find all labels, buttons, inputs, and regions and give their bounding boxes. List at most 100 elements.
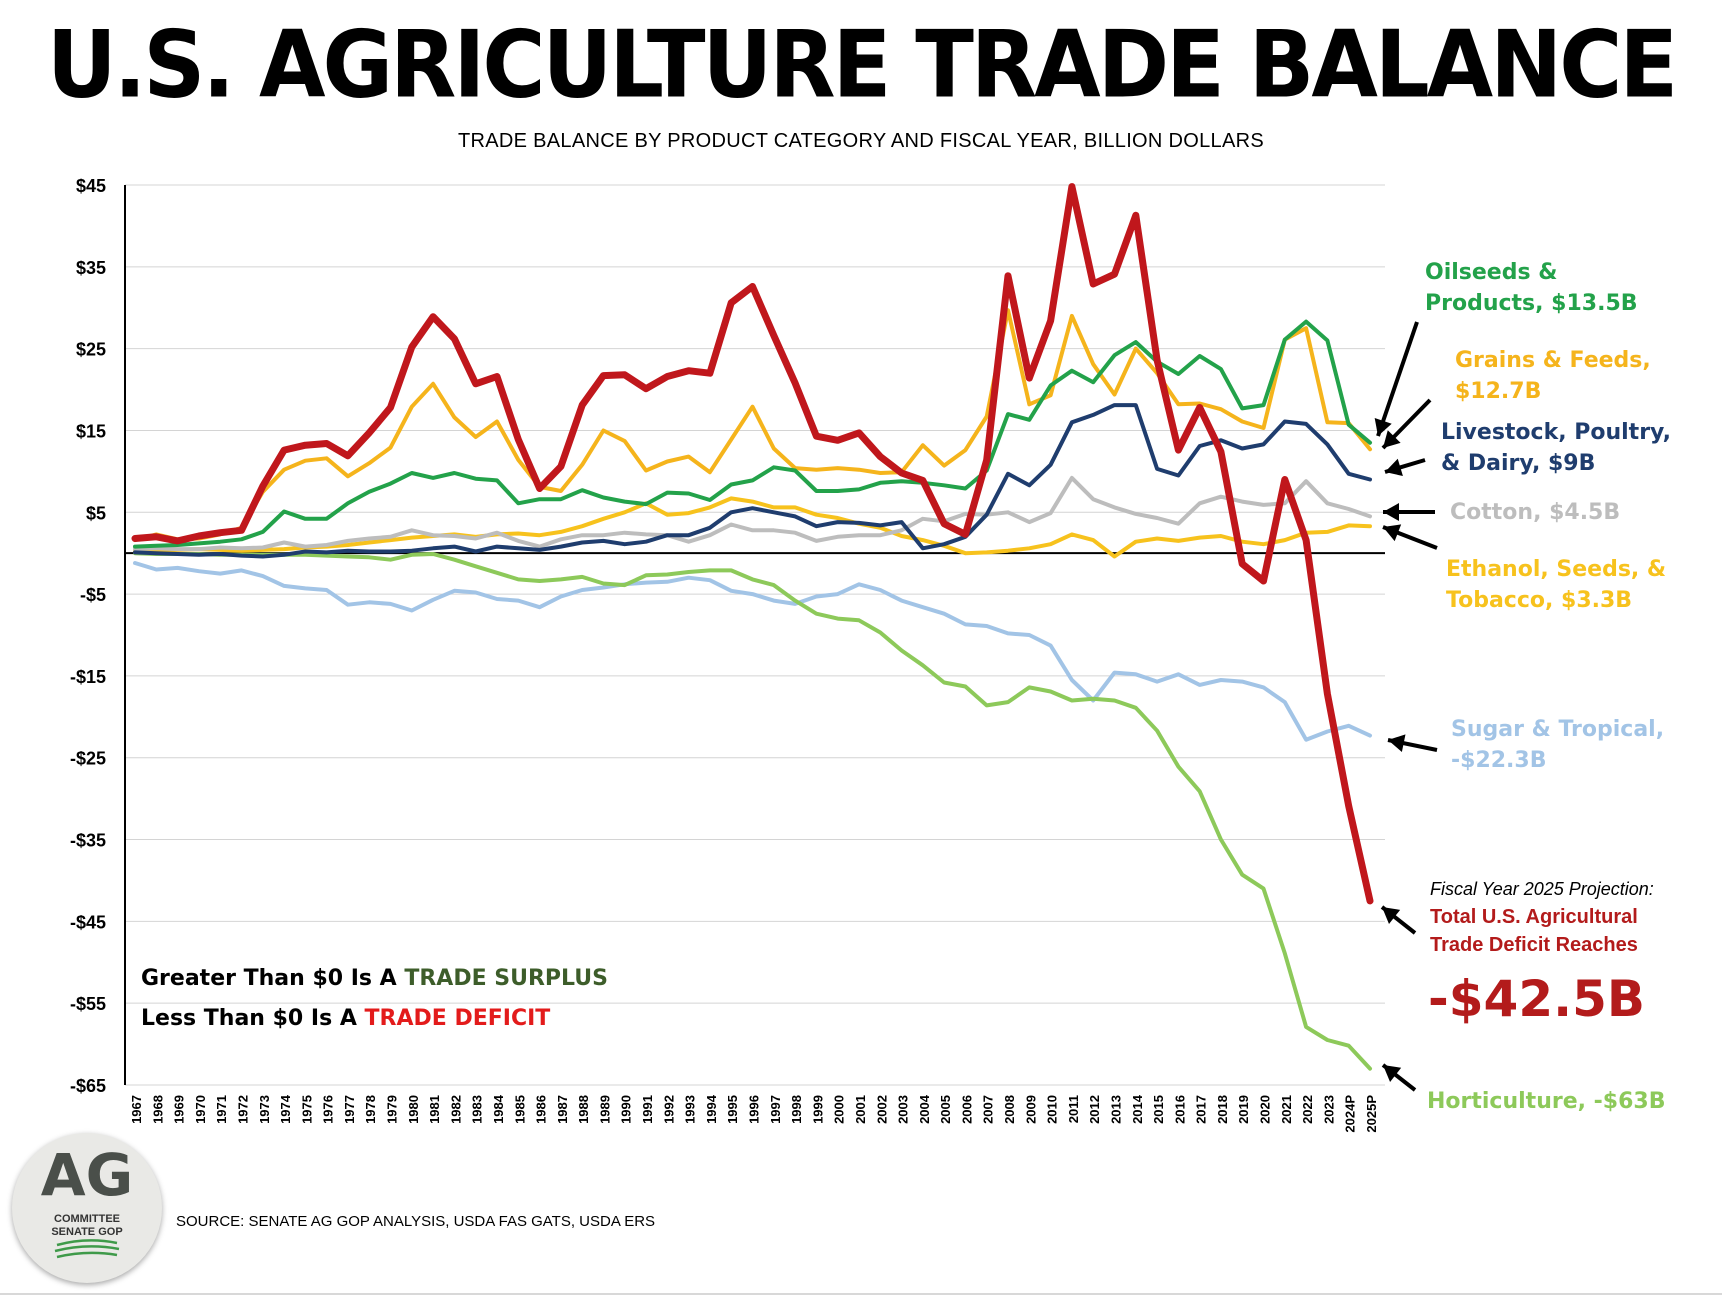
projection-line: Trade Deficit Reaches	[1430, 934, 1638, 956]
x-tick-label: 1994	[704, 1094, 719, 1124]
x-tick-label: 2006	[959, 1095, 974, 1124]
chart-subtitle: TRADE BALANCE BY PRODUCT CATEGORY AND FI…	[458, 130, 1264, 152]
y-tick-label: -$65	[70, 1076, 106, 1096]
grains-label-line: Grains & Feeds,	[1455, 348, 1651, 373]
x-tick-label: 2024P	[1343, 1095, 1358, 1133]
series-line-oilseeds	[133, 319, 1372, 549]
x-tick-label: 1980	[406, 1095, 421, 1124]
projection-text: Total U.S. Agricultural Trade Deficit Re…	[1430, 903, 1638, 959]
y-tick-label: -$5	[80, 585, 106, 605]
cotton-arrow-icon	[1383, 503, 1435, 521]
cotton-label-line: Cotton, $4.5B	[1450, 500, 1621, 525]
x-tick-label: 1984	[491, 1094, 506, 1124]
sugar-arrow-icon	[1387, 734, 1438, 753]
x-tick-label: 1996	[747, 1095, 762, 1124]
deficit-note-prefix: Less Than $0 Is A	[141, 1006, 365, 1031]
x-tick-label: 2000	[832, 1095, 847, 1124]
x-tick-label: 2025P	[1364, 1095, 1379, 1133]
sugar-label: Sugar & Tropical, -$22.3B	[1451, 715, 1664, 777]
series-line-ethanol	[133, 496, 1372, 559]
x-tick-label: 2004	[917, 1094, 932, 1124]
x-tick-label: 1977	[342, 1095, 357, 1124]
y-tick-label: -$55	[70, 994, 106, 1014]
ag-committee-logo: AG COMMITTEE SENATE GOP	[12, 1133, 162, 1283]
projection-line: Total U.S. Agricultural	[1430, 906, 1638, 928]
x-tick-label: 1995	[725, 1095, 740, 1124]
x-tick-label: 1982	[448, 1095, 463, 1124]
grains-label: Grains & Feeds, $12.7B	[1455, 346, 1651, 408]
logo-senate-text: SENATE GOP	[51, 1226, 123, 1238]
x-tick-label: 2005	[938, 1095, 953, 1124]
oilseeds-arrow-icon	[1374, 321, 1419, 437]
oilseeds-label-line: Products, $13.5B	[1425, 290, 1638, 316]
series-line-grains	[133, 308, 1372, 543]
footer-divider	[0, 1293, 1722, 1295]
surplus-term: TRADE SURPLUS	[404, 966, 608, 991]
y-tick-label: $45	[76, 176, 106, 196]
ethanol-label-line: Ethanol, Seeds, &	[1446, 557, 1667, 582]
deficit-term: TRADE DEFICIT	[364, 1006, 551, 1031]
x-tick-label: 2017	[1194, 1095, 1209, 1124]
grains-arrow-icon	[1381, 398, 1432, 450]
x-tick-label: 1998	[789, 1095, 804, 1124]
x-tick-label: 2008	[1002, 1095, 1017, 1124]
chart-title: U.S. AGRICULTURE TRADE BALANCE	[46, 10, 1678, 119]
ethanol-label: Ethanol, Seeds, & Tobacco, $3.3B	[1446, 555, 1666, 617]
x-tick-label: 1974	[278, 1094, 293, 1124]
cotton-label: Cotton, $4.5B	[1450, 498, 1620, 529]
x-tick-label: 1969	[172, 1095, 187, 1124]
surplus-note: Greater Than $0 Is A TRADE SURPLUS	[141, 966, 608, 991]
y-tick-label: -$15	[70, 667, 106, 687]
x-tick-label: 1971	[214, 1095, 229, 1124]
deficit-note: Less Than $0 Is A TRADE DEFICIT	[141, 1006, 550, 1031]
source-note: SOURCE: SENATE AG GOP ANALYSIS, USDA FAS…	[176, 1213, 656, 1230]
x-tick-label: 2018	[1215, 1095, 1230, 1124]
y-tick-label: $5	[86, 503, 106, 523]
horticulture-label: Horticulture, -$63B	[1427, 1087, 1665, 1118]
x-tick-label: 1975	[299, 1095, 314, 1124]
x-tick-label: 1986	[534, 1095, 549, 1124]
x-tick-label: 2003	[896, 1095, 911, 1124]
livestock-label-line: Livestock, Poultry,	[1441, 420, 1672, 445]
x-tick-label: 1968	[150, 1095, 165, 1124]
logo-ag-text: AG	[40, 1141, 134, 1209]
x-tick-label: 1983	[470, 1095, 485, 1124]
x-tick-label: 2021	[1279, 1095, 1294, 1124]
x-tick-label: 1989	[597, 1095, 612, 1124]
x-tick-label: 1990	[619, 1095, 634, 1124]
livestock-label-line: & Dairy, $9B	[1441, 450, 1596, 476]
x-tick-label: 1972	[235, 1095, 250, 1124]
x-tick-label: 2014	[1130, 1094, 1145, 1124]
series-line-cotton	[133, 475, 1372, 552]
ethanol-arrow-icon	[1382, 524, 1438, 550]
x-tick-label: 1988	[576, 1095, 591, 1124]
projection-caption: Fiscal Year 2025 Projection:	[1430, 879, 1654, 899]
x-tick-label: 1978	[363, 1095, 378, 1124]
x-tick-label: 2010	[1045, 1095, 1060, 1124]
x-tick-label: 2012	[1087, 1095, 1102, 1124]
y-tick-label: $35	[76, 258, 106, 278]
x-tick-label: 1979	[385, 1095, 400, 1124]
x-tick-label: 1967	[129, 1095, 144, 1124]
series-line-horticulture	[133, 551, 1372, 1071]
horticulture-label-line: Horticulture, -$63B	[1427, 1089, 1666, 1114]
projection-arrow-icon	[1380, 905, 1417, 935]
projection-value: -$42.5B	[1428, 970, 1646, 1028]
ethanol-label-line: Tobacco, $3.3B	[1446, 587, 1633, 613]
grains-label-line: $12.7B	[1455, 378, 1542, 404]
x-tick-label: 1997	[768, 1095, 783, 1124]
livestock-arrow-icon	[1384, 458, 1426, 477]
y-tick-label: $15	[76, 421, 106, 441]
x-tick-label: 2019	[1236, 1095, 1251, 1124]
oilseeds-label-line: Oilseeds &	[1425, 260, 1558, 285]
x-tick-label: 2002	[874, 1095, 889, 1124]
sugar-label-line: -$22.3B	[1451, 747, 1547, 773]
x-tick-label: 2015	[1151, 1095, 1166, 1124]
x-tick-label: 2023	[1321, 1095, 1336, 1124]
x-tick-label: 1985	[512, 1095, 527, 1124]
oilseeds-label: Oilseeds & Products, $13.5B	[1425, 258, 1638, 320]
x-tick-label: 1976	[321, 1095, 336, 1124]
x-tick-label: 2022	[1300, 1095, 1315, 1124]
horticulture-arrow-icon	[1381, 1063, 1417, 1092]
series-line-total	[131, 183, 1374, 905]
